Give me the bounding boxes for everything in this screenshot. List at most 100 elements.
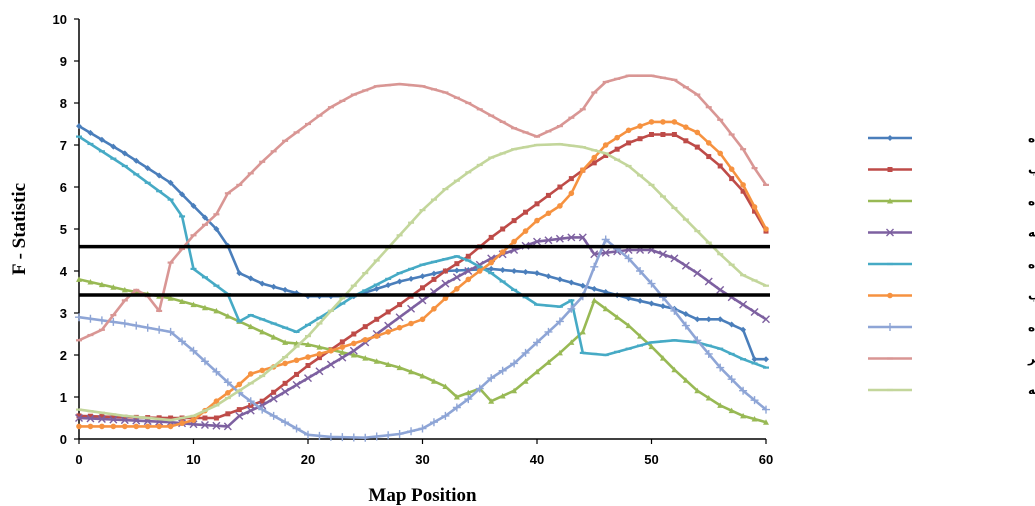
data-point xyxy=(464,267,473,275)
data-point xyxy=(281,418,290,427)
data-point xyxy=(76,123,82,130)
data-point xyxy=(442,268,448,274)
data-point xyxy=(190,202,197,209)
data-point xyxy=(625,295,632,302)
data-point xyxy=(190,417,197,423)
data-point xyxy=(270,334,277,340)
legend-marker xyxy=(887,198,893,204)
data-point xyxy=(200,421,209,429)
data-point xyxy=(98,136,105,143)
data-point xyxy=(603,153,609,158)
data-point xyxy=(442,383,449,389)
legend-marker xyxy=(887,167,893,172)
data-point xyxy=(522,378,529,384)
data-point xyxy=(498,366,507,375)
data-point xyxy=(97,316,106,325)
data-point xyxy=(452,273,461,282)
data-point xyxy=(189,346,198,355)
data-point xyxy=(614,146,620,152)
data-point xyxy=(568,279,575,286)
data-point xyxy=(326,360,335,369)
data-point xyxy=(179,298,186,304)
data-point xyxy=(292,424,301,433)
legend-label: درصد قلب xyxy=(1028,163,1035,177)
data-point xyxy=(441,411,450,420)
data-point xyxy=(167,423,174,430)
data-point xyxy=(431,306,437,312)
data-point xyxy=(373,333,380,339)
data-point xyxy=(567,304,576,313)
legend-marker xyxy=(887,292,893,299)
data-point xyxy=(602,142,609,148)
data-point xyxy=(236,381,243,388)
data-point xyxy=(349,346,358,355)
data-point xyxy=(259,367,266,374)
y-tick-label: 9 xyxy=(60,54,67,69)
data-point xyxy=(476,268,483,274)
data-point xyxy=(408,275,415,282)
data-point xyxy=(270,283,277,290)
series-line xyxy=(78,142,767,422)
data-point xyxy=(500,226,506,232)
data-point xyxy=(522,269,529,276)
data-point xyxy=(683,124,689,130)
data-point xyxy=(326,432,335,441)
legend-label: درصد روده xyxy=(1028,131,1035,146)
legend-label: درصد سینه xyxy=(1028,226,1035,240)
legend-label: وزن روده xyxy=(1028,257,1035,272)
data-point xyxy=(637,123,643,129)
data-point xyxy=(430,270,437,277)
data-point xyxy=(143,323,152,332)
data-point xyxy=(671,366,678,373)
data-point xyxy=(97,415,106,424)
data-point xyxy=(740,188,746,194)
data-point xyxy=(751,204,758,210)
data-point xyxy=(660,119,666,125)
data-point xyxy=(305,363,311,368)
data-point xyxy=(568,176,574,182)
data-point xyxy=(579,282,586,289)
data-point xyxy=(727,375,736,384)
data-point xyxy=(717,163,723,169)
data-point xyxy=(522,228,529,234)
legend-item: درصد سینه xyxy=(868,226,1035,240)
data-point xyxy=(419,373,426,379)
data-point xyxy=(488,234,494,240)
data-point xyxy=(304,430,312,439)
data-point xyxy=(144,423,151,430)
data-point xyxy=(269,411,278,420)
series-4 xyxy=(75,233,770,431)
series-9 xyxy=(76,142,769,422)
data-point xyxy=(533,237,541,246)
data-point xyxy=(671,132,677,137)
y-tick-label: 10 xyxy=(53,12,67,27)
data-point xyxy=(179,191,186,198)
data-point xyxy=(225,390,231,396)
data-point xyxy=(418,296,427,305)
data-point xyxy=(167,295,174,301)
data-point xyxy=(213,226,220,232)
data-point xyxy=(213,398,220,405)
data-point xyxy=(246,397,255,406)
data-point xyxy=(420,285,425,291)
data-point xyxy=(682,377,689,383)
data-point xyxy=(384,321,393,330)
x-tick-label: 10 xyxy=(186,452,200,467)
data-point xyxy=(397,302,403,308)
data-point xyxy=(544,236,553,245)
data-point xyxy=(488,265,495,272)
data-point xyxy=(681,321,690,330)
data-point xyxy=(614,314,621,320)
data-point xyxy=(625,127,632,134)
data-point xyxy=(693,336,702,345)
data-point xyxy=(694,129,701,136)
data-point xyxy=(339,349,346,355)
data-point xyxy=(133,423,140,430)
data-point xyxy=(511,268,518,274)
data-point xyxy=(385,329,391,335)
data-point xyxy=(132,321,141,330)
data-point xyxy=(670,254,679,263)
data-point xyxy=(282,286,289,293)
data-point xyxy=(579,328,586,335)
